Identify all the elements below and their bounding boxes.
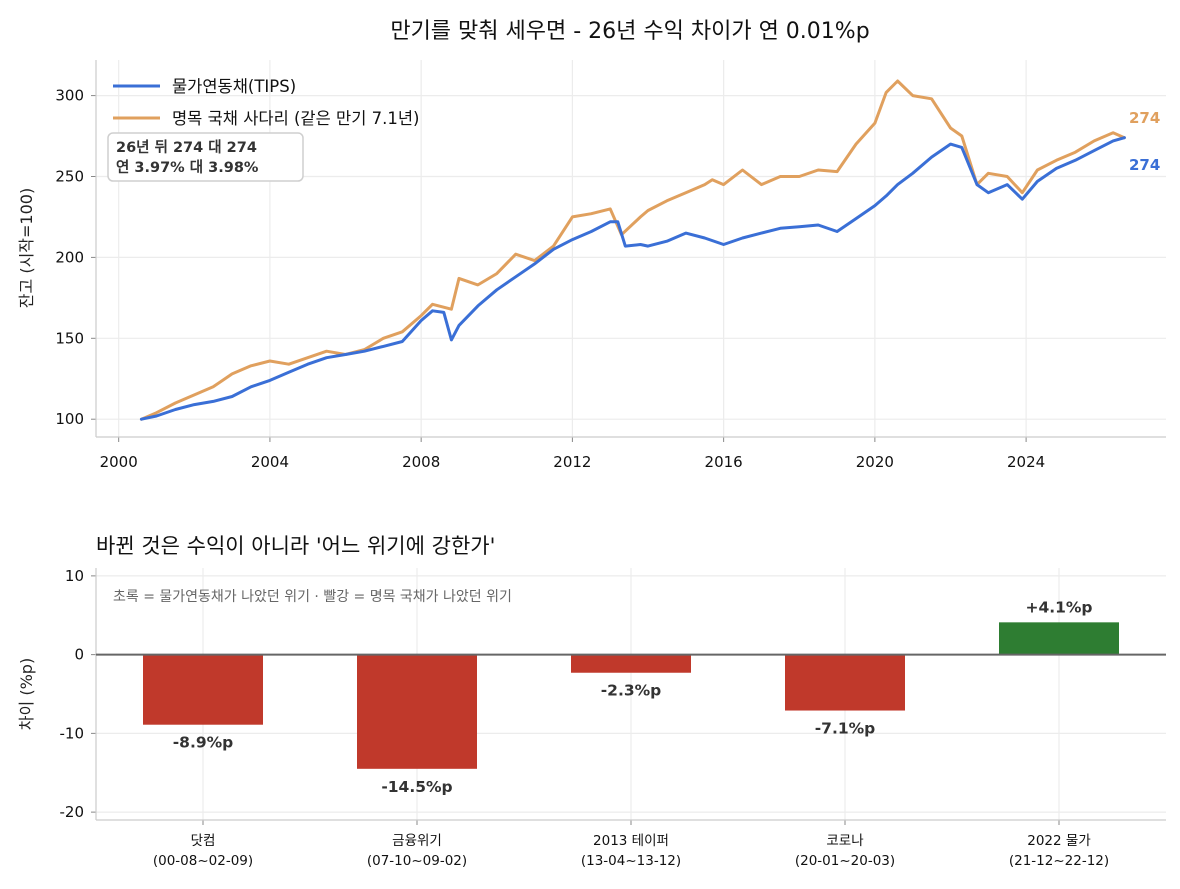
bar-value-label: -7.1%p <box>815 720 876 738</box>
y-tick-label: 100 <box>55 410 84 428</box>
bar-category-period: (00-08~02-09) <box>153 853 253 869</box>
line-chart-ylabel: 잔고 (시작=100) <box>17 188 36 308</box>
legend: 물가연동채(TIPS) 명목 국채 사다리 (같은 만기 7.1년) <box>113 77 420 128</box>
bar-category-period: (21-12~22-12) <box>1009 853 1109 869</box>
summary-box: 26년 뒤 274 대 274 연 3.97% 대 3.98% <box>107 132 304 182</box>
x-tick-label: 2020 <box>856 453 894 471</box>
bar-category-period: (07-10~09-02) <box>367 853 467 869</box>
end-label-nominal: 274 <box>1129 109 1160 127</box>
bar-chart-ticks: 10 0 -10 -20 닷컴 (00-08~02-09) 금융위기 (07-10~09-02… <box>60 567 1110 869</box>
x-tick-label: 2000 <box>100 453 138 471</box>
y-tick-label: 250 <box>55 167 84 185</box>
series-line-nominal <box>139 79 1126 421</box>
bar-y-tick-label: -20 <box>60 803 85 821</box>
series-line-tips <box>139 136 1126 421</box>
bar-category-label: 코로나 <box>826 833 863 849</box>
bar-category-label: 닷컴 <box>191 833 216 849</box>
bar-5 <box>999 622 1119 655</box>
bar-y-tick-label: 10 <box>65 567 84 585</box>
legend-label-nominal: 명목 국채 사다리 (같은 만기 7.1년) <box>172 109 420 128</box>
bar-chart-bars: -8.9%p -14.5%p -2.3%p -7.1%p +4.1%p <box>143 598 1119 796</box>
bar-y-tick-label: 0 <box>74 646 84 664</box>
summary-line-1: 26년 뒤 274 대 274 <box>116 139 257 156</box>
figure-title: 만기를 맞춰 세우면 - 26년 수익 차이가 연 0.01%p <box>390 19 869 44</box>
legend-label-tips: 물가연동채(TIPS) <box>172 77 296 96</box>
bar-1 <box>143 654 263 725</box>
y-tick-label: 150 <box>55 329 84 347</box>
bar-category-label: 2022 물가 <box>1027 833 1091 849</box>
summary-line-2: 연 3.97% 대 3.98% <box>116 159 259 176</box>
bar-chart-note: 초록 = 물가연동채가 나았던 위기 · 빨강 = 명목 국채가 나았던 위기 <box>113 589 512 605</box>
x-tick-label: 2016 <box>705 453 743 471</box>
x-tick-label: 2012 <box>553 453 591 471</box>
bar-chart: 바뀐 것은 수익이 아니라 '어느 위기에 강한가' 10 0 -10 -20 닷컴 (0… <box>17 534 1166 869</box>
bar-4 <box>785 654 905 711</box>
x-tick-label: 2008 <box>402 453 440 471</box>
bar-value-label: -8.9%p <box>173 734 234 752</box>
bar-value-label: -2.3%p <box>601 682 662 700</box>
line-chart-series <box>139 79 1126 421</box>
bar-category-period: (20-01~20-03) <box>795 853 895 869</box>
bar-chart-title: 바뀐 것은 수익이 아니라 '어느 위기에 강한가' <box>96 534 495 558</box>
bar-y-tick-label: -10 <box>60 724 85 742</box>
end-label-tips: 274 <box>1129 156 1160 174</box>
summary-box-frame <box>107 132 304 182</box>
bar-chart-ylabel: 차이 (%p) <box>17 658 36 730</box>
line-chart-ticks: 2000 2004 2008 2012 2016 2020 2024 100 150 200 250… <box>55 87 1045 471</box>
bar-category-label: 금융위기 <box>392 833 442 849</box>
bar-category-label: 2013 테이퍼 <box>593 833 669 849</box>
x-tick-label: 2004 <box>251 453 289 471</box>
bar-value-label: +4.1%p <box>1025 598 1092 616</box>
line-chart: 2000 2004 2008 2012 2016 2020 2024 100 150 200 250… <box>17 60 1166 471</box>
bar-category-period: (13-04~13-12) <box>581 853 681 869</box>
bar-2 <box>357 654 477 769</box>
bar-3 <box>571 654 691 673</box>
y-tick-label: 300 <box>55 87 84 105</box>
x-tick-label: 2024 <box>1007 453 1045 471</box>
y-tick-label: 200 <box>55 248 84 266</box>
bar-value-label: -14.5%p <box>381 778 452 796</box>
